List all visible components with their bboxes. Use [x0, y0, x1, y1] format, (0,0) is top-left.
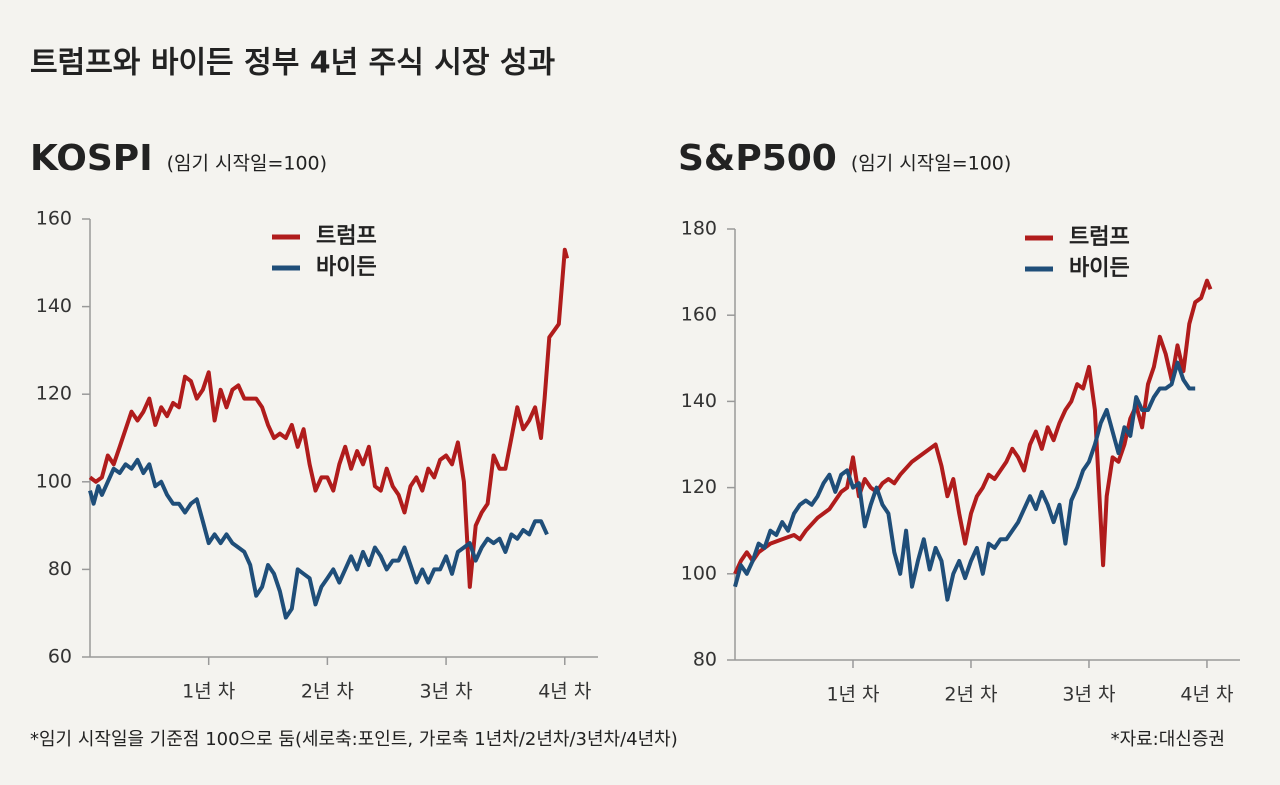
- chart-title: KOSPI: [30, 138, 153, 179]
- legend-label: 바이든: [316, 255, 377, 280]
- line-series: [88, 457, 549, 620]
- y-tick-label: 100: [36, 470, 72, 492]
- source: *자료:대신증권: [1111, 729, 1225, 750]
- legend-label: 트럼프: [1069, 225, 1130, 250]
- page-title: 트럼프와 바이든 정부 4년 주식 시장 성과: [30, 46, 556, 81]
- y-tick-label: 120: [36, 383, 72, 405]
- x-tick-label: 3년 차: [420, 681, 473, 703]
- chart-title: S&P500: [678, 138, 837, 179]
- x-tick-label: 4년 차: [1180, 684, 1233, 706]
- x-tick-label: 1년 차: [182, 681, 235, 703]
- x-tick-label: 4년 차: [538, 681, 591, 703]
- y-tick-label: 80: [693, 649, 717, 671]
- y-tick-label: 80: [48, 558, 72, 580]
- y-tick-label: 140: [681, 390, 717, 412]
- y-tick-label: 180: [681, 218, 717, 240]
- y-tick-label: 160: [681, 304, 717, 326]
- footnote: *임기 시작일을 기준점 100으로 둠(세로축:포인트, 가로축 1년차/2년…: [30, 729, 678, 750]
- chart-subtitle: (임기 시작일=100): [167, 153, 327, 175]
- line-series: [733, 278, 1213, 575]
- legend-label: 바이든: [1069, 256, 1130, 281]
- y-tick-label: 160: [36, 208, 72, 230]
- y-tick-label: 100: [681, 562, 717, 584]
- x-tick-label: 3년 차: [1062, 684, 1115, 706]
- y-tick-label: 140: [36, 295, 72, 317]
- y-tick-label: 60: [48, 646, 72, 668]
- x-tick-label: 2년 차: [944, 684, 997, 706]
- line-series: [88, 247, 570, 589]
- y-tick-label: 120: [681, 476, 717, 498]
- line-series: [733, 360, 1196, 602]
- x-tick-label: 1년 차: [826, 684, 879, 706]
- legend-label: 트럼프: [316, 224, 377, 249]
- x-tick-label: 2년 차: [301, 681, 354, 703]
- chart-subtitle: (임기 시작일=100): [851, 153, 1011, 175]
